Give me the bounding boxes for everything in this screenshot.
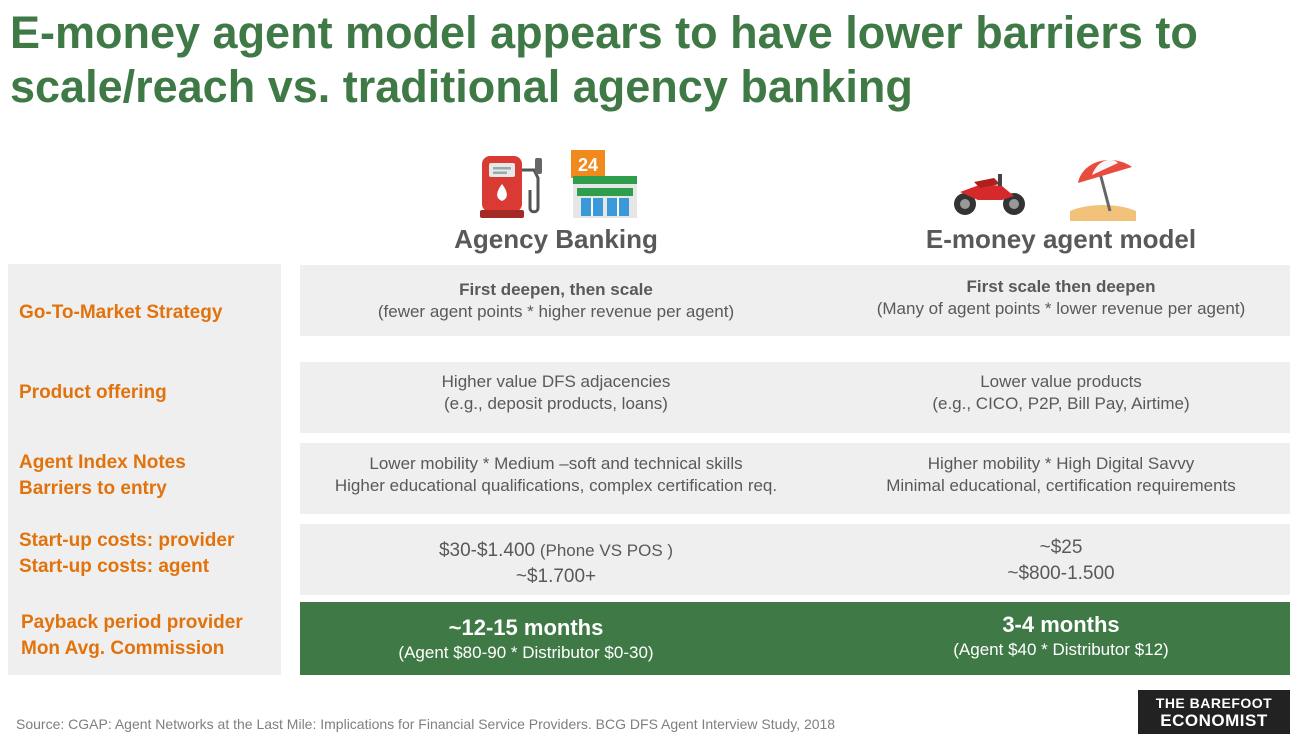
- row-label-go-to-market: Go-To-Market Strategy: [19, 302, 223, 323]
- cell-agency-go-to-market: First deepen, then scale (fewer agent po…: [306, 279, 806, 323]
- row-label-agent-index-notes: Agent Index Notes: [19, 452, 186, 473]
- cell-emoney-payback: 3-4 months (Agent $40 * Distributor $12): [836, 611, 1286, 661]
- cell-agency-product-offering: Higher value DFS adjacencies (e.g., depo…: [306, 371, 806, 415]
- commission-value: (Agent $40 * Distributor $12): [953, 640, 1169, 659]
- motorcycle-icon: [954, 174, 1025, 215]
- row-background-go-to-market: [300, 265, 1290, 336]
- cell-line: Higher value DFS adjacencies: [441, 372, 671, 391]
- commission-value: (Agent $80-90 * Distributor $0-30): [398, 643, 654, 662]
- cell-value: ~$800-1.500: [1007, 563, 1115, 584]
- row-label-column: [8, 264, 281, 675]
- cell-line: (e.g., CICO, P2P, Bill Pay, Airtime): [932, 394, 1190, 413]
- cell-line: Lower value products: [980, 372, 1142, 391]
- source-note: Source: CGAP: Agent Networks at the Last…: [16, 716, 836, 732]
- cell-line: (e.g., deposit products, loans): [444, 394, 668, 413]
- row-background-product-offering: [300, 362, 1290, 433]
- cell-agency-payback: ~12-15 months (Agent $80-90 * Distributo…: [306, 614, 746, 664]
- cell-line: Higher educational qualifications, compl…: [334, 476, 778, 495]
- cell-value: ~$1.700+: [515, 566, 597, 587]
- logo-line-1: THE BAREFOOT: [1155, 695, 1273, 711]
- cell-emoney-barriers: Higher mobility * High Digital Savvy Min…: [836, 453, 1286, 497]
- payback-period-value: ~12-15 months: [448, 615, 604, 640]
- column-header-agency: Agency Banking: [454, 224, 658, 254]
- row-background-payback-highlight: [300, 602, 1290, 675]
- row-label-product-offering: Product offering: [19, 382, 167, 403]
- cell-line: Higher mobility * High Digital Savvy: [927, 454, 1195, 473]
- cell-agency-barriers: Lower mobility * Medium –soft and techni…: [306, 453, 806, 497]
- row-background-startup-costs: [300, 524, 1290, 595]
- row-label-barriers-to-entry: Barriers to entry: [19, 478, 167, 499]
- cell-detail: (fewer agent points * higher revenue per…: [377, 302, 735, 321]
- row-label-commission: Mon Avg. Commission: [21, 638, 225, 659]
- cell-line: Lower mobility * Medium –soft and techni…: [369, 454, 743, 473]
- cell-line: Minimal educational, certification requi…: [886, 476, 1236, 495]
- convenience-store-icon: 24: [571, 150, 637, 218]
- brand-logo: THE BAREFOOT ECONOMIST: [1138, 690, 1290, 734]
- fuel-pump-icon: [480, 156, 542, 218]
- page-title: E-money agent model appears to have lowe…: [10, 7, 1198, 112]
- column-header-emoney: E-money agent model: [925, 224, 1197, 254]
- cell-detail: (Many of agent points * lower revenue pe…: [876, 299, 1246, 318]
- cell-note: (Phone VS POS ): [535, 541, 674, 560]
- cell-emoney-startup-costs: ~$25 ~$800-1.500: [836, 535, 1286, 587]
- cell-emoney-product-offering: Lower value products (e.g., CICO, P2P, B…: [836, 371, 1286, 415]
- cell-value: $30-$1.400: [438, 540, 536, 561]
- cell-heading: First scale then deepen: [966, 277, 1156, 296]
- row-label-payback-period: Payback period provider: [21, 612, 243, 633]
- row-label-startup-provider: Start-up costs: provider: [19, 530, 235, 551]
- cell-value: ~$25: [1039, 537, 1083, 558]
- payback-period-value: 3-4 months: [1002, 612, 1120, 637]
- cell-heading: First deepen, then scale: [459, 280, 653, 299]
- beach-umbrella-icon: [1070, 159, 1136, 221]
- row-label-startup-agent: Start-up costs: agent: [19, 556, 210, 577]
- row-background-barriers: [300, 443, 1290, 514]
- cell-emoney-go-to-market: First scale then deepen (Many of agent p…: [836, 276, 1286, 320]
- logo-line-2: ECONOMIST: [1160, 711, 1268, 730]
- svg-text:24: 24: [578, 155, 598, 175]
- cell-agency-startup-costs: $30-$1.400 (Phone VS POS ) ~$1.700+: [306, 538, 806, 590]
